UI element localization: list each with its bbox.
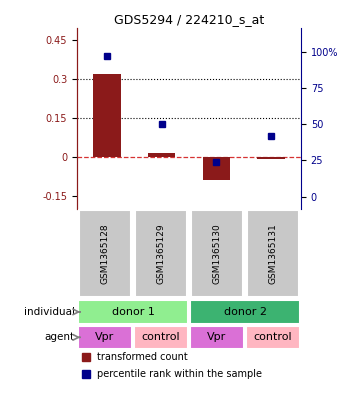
Text: GSM1365130: GSM1365130	[212, 224, 222, 284]
Text: GSM1365131: GSM1365131	[268, 224, 278, 284]
Text: GSM1365128: GSM1365128	[100, 224, 110, 284]
Bar	[247, 210, 299, 298]
Text: transformed count: transformed count	[97, 352, 188, 362]
Bar	[78, 326, 132, 349]
Text: donor 1: donor 1	[112, 307, 154, 317]
Bar	[134, 326, 188, 349]
Text: control: control	[254, 332, 292, 342]
Bar	[246, 326, 300, 349]
Bar	[191, 210, 243, 298]
Text: donor 2: donor 2	[224, 307, 266, 317]
Bar	[190, 300, 300, 323]
Text: individual: individual	[24, 307, 75, 317]
Text: percentile rank within the sample: percentile rank within the sample	[97, 369, 262, 379]
Bar	[78, 300, 188, 323]
Text: GSM1365129: GSM1365129	[156, 224, 166, 284]
Title: GDS5294 / 224210_s_at: GDS5294 / 224210_s_at	[114, 13, 264, 26]
Bar	[190, 326, 244, 349]
Text: agent: agent	[45, 332, 75, 342]
Text: Vpr: Vpr	[207, 332, 227, 342]
Bar	[79, 210, 131, 298]
Bar	[148, 153, 175, 157]
Bar	[203, 157, 230, 180]
Text: control: control	[142, 332, 180, 342]
Text: Vpr: Vpr	[95, 332, 115, 342]
Bar	[257, 157, 285, 160]
Bar	[135, 210, 187, 298]
Bar	[93, 74, 121, 157]
